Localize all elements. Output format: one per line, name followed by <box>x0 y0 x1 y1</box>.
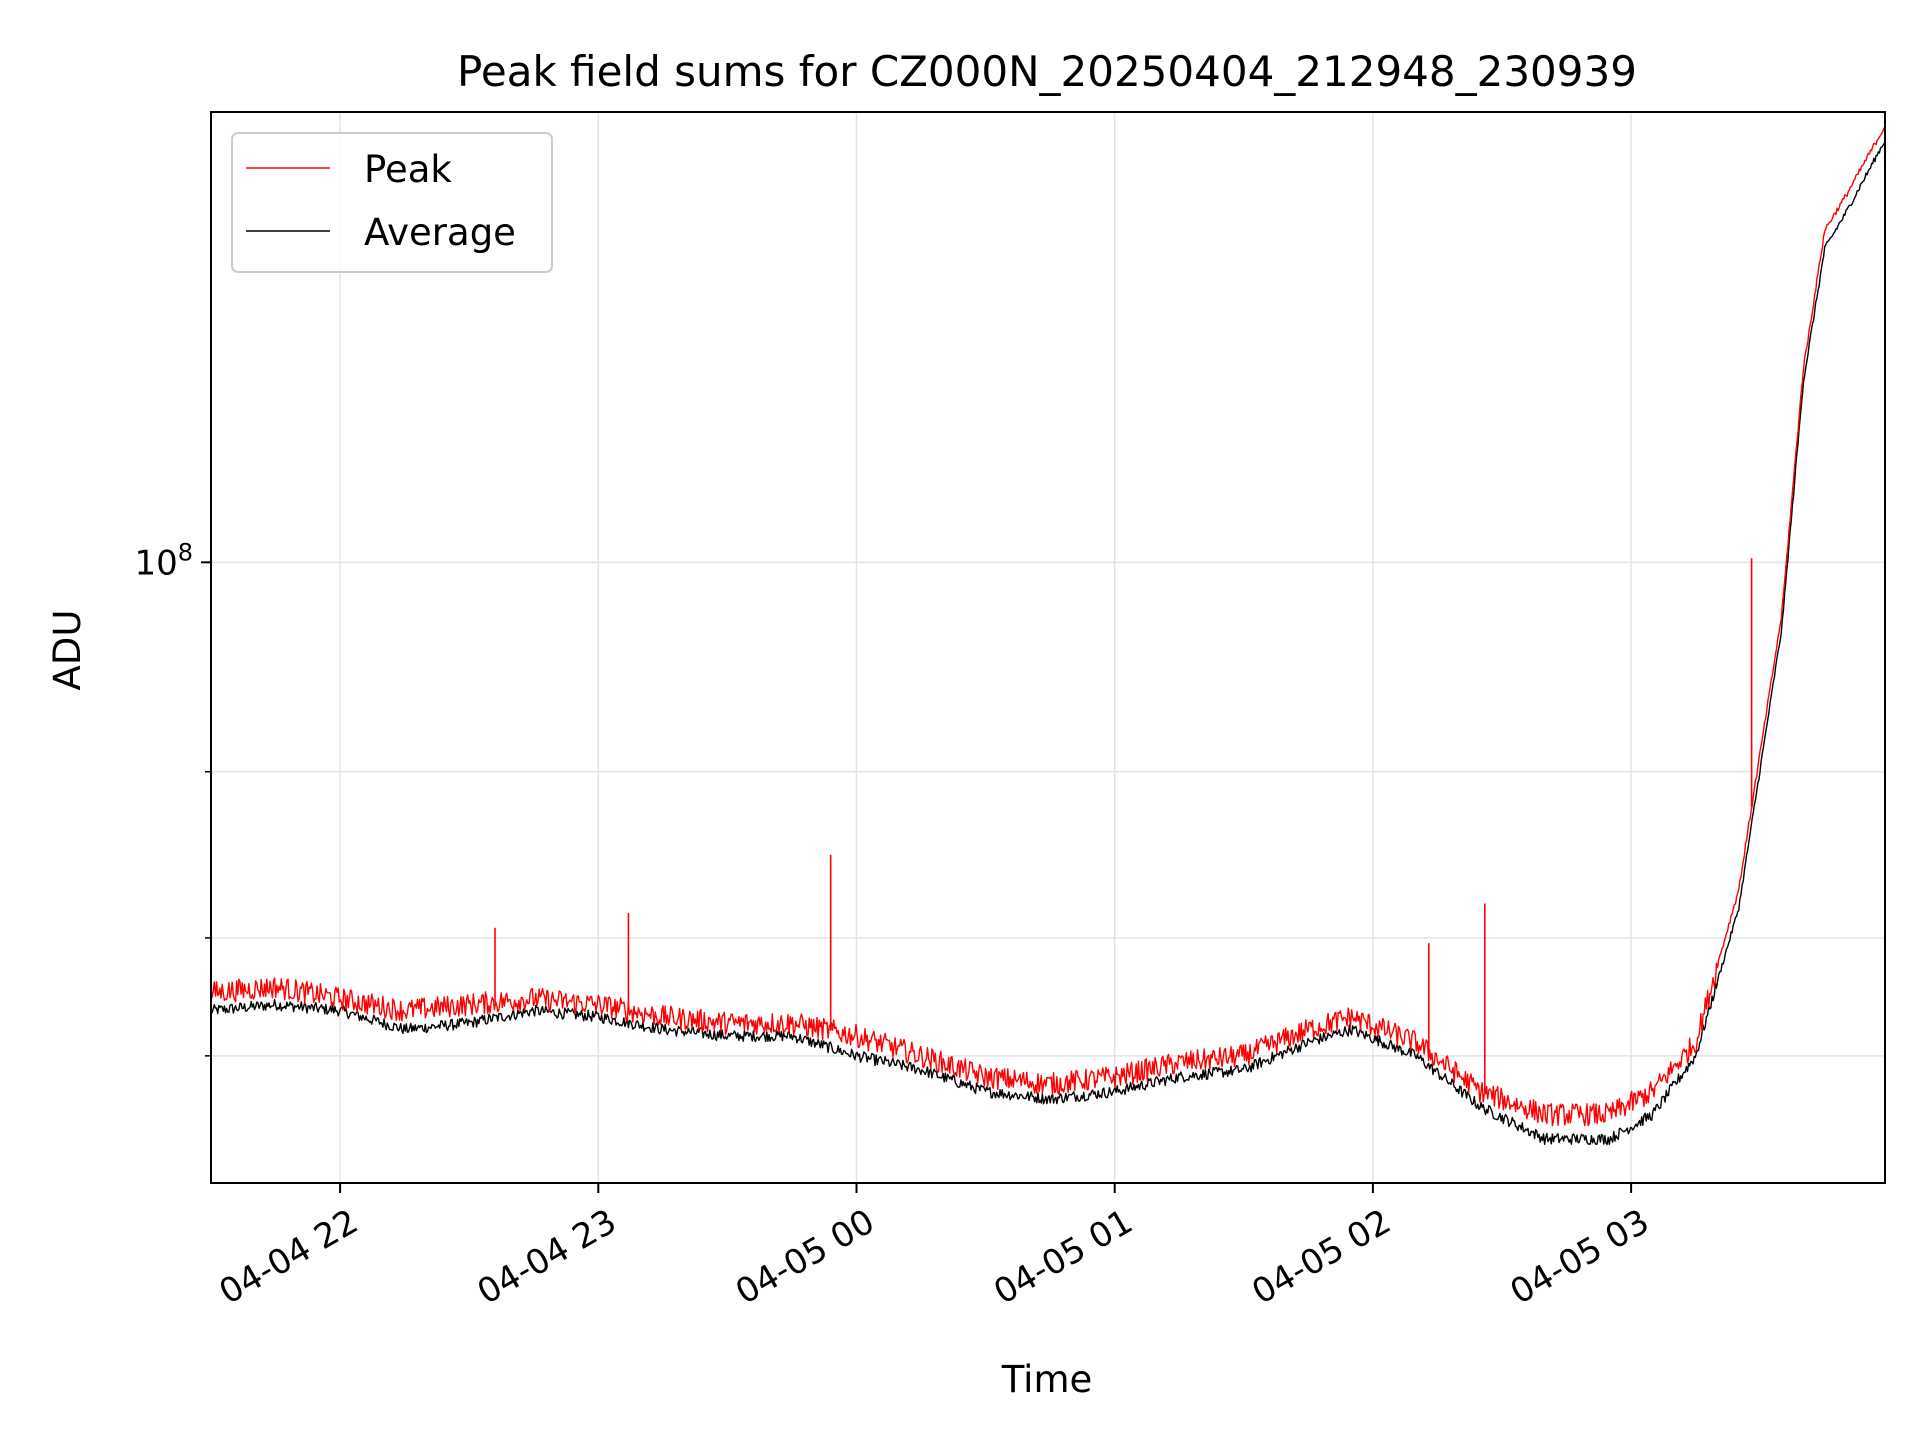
plot-frame <box>210 111 1886 1184</box>
x-axis-label: Time <box>1001 1358 1093 1401</box>
legend-label-average: Average <box>364 211 516 254</box>
chart-title: Peak field sums for CZ000N_20250404_2129… <box>457 47 1637 96</box>
series-line-peak <box>210 126 1886 1127</box>
series-line-average <box>210 141 1886 1146</box>
grid <box>211 112 1885 1183</box>
legend-label-peak: Peak <box>364 148 452 191</box>
legend: Peak Average <box>231 132 553 273</box>
y-axis-label: ADU <box>46 610 89 691</box>
series-group <box>210 126 1886 1146</box>
y-tick-label: 108 <box>134 538 193 583</box>
